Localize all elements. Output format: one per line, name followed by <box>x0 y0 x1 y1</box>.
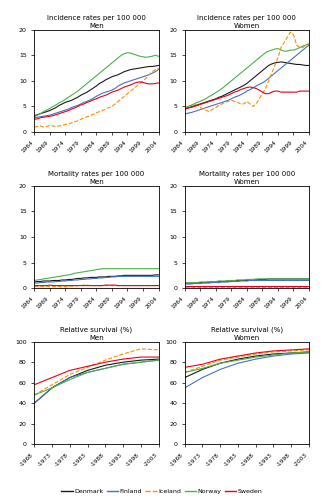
Title: Relative survival (%)
Men: Relative survival (%) Men <box>60 326 133 340</box>
Title: Mortality rates per 100 000
Men: Mortality rates per 100 000 Men <box>48 171 145 184</box>
Title: Mortality rates per 100 000
Women: Mortality rates per 100 000 Women <box>199 171 295 184</box>
Title: Incidence rates per 100 000
Men: Incidence rates per 100 000 Men <box>47 15 146 28</box>
Legend: Denmark, Finland, Iceland, Norway, Sweden: Denmark, Finland, Iceland, Norway, Swede… <box>59 486 265 497</box>
Title: Relative survival (%)
Women: Relative survival (%) Women <box>211 326 283 340</box>
Title: Incidence rates per 100 000
Women: Incidence rates per 100 000 Women <box>197 15 296 28</box>
